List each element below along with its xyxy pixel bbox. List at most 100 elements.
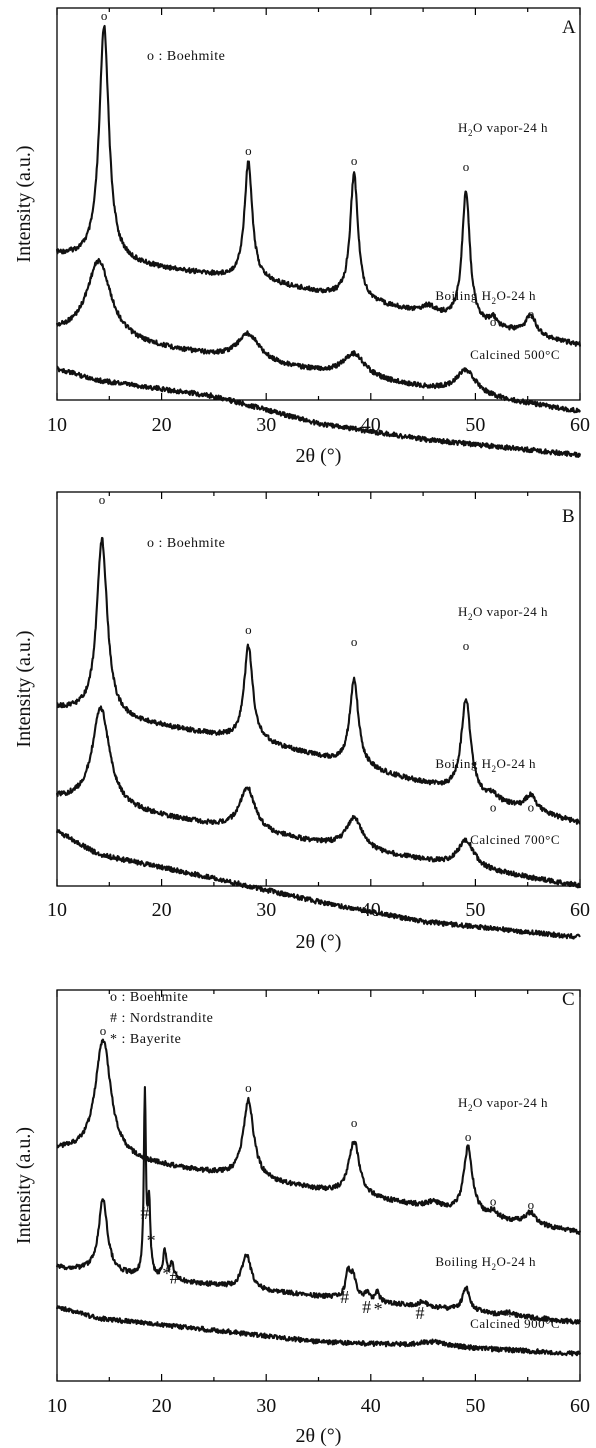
peak-marker: * (162, 1264, 171, 1284)
series-trace-2 (55, 1086, 582, 1325)
series-label-main: Calcined 700°C (470, 832, 560, 847)
series-label-rest: O vapor-24 h (473, 1095, 548, 1110)
peak-marker: * (374, 1299, 383, 1319)
x-tick-label: 60 (570, 1395, 590, 1417)
peak-marker: o (490, 799, 497, 814)
series-trace-1 (55, 24, 582, 347)
legend-entry: o : Boehmite (147, 49, 225, 64)
legend-label: : Boehmite (159, 49, 226, 64)
series-trace-3 (55, 829, 581, 940)
series-label: Boiling H2O-24 h (435, 1254, 536, 1272)
series-label: Calcined 500°C (470, 347, 560, 362)
peak-marker: # (415, 1303, 424, 1323)
peak-marker: o (100, 1023, 107, 1038)
x-axis-title: 2θ (°) (296, 445, 342, 467)
x-tick-label: 30 (256, 899, 276, 921)
x-axis-title: 2θ (°) (296, 1425, 342, 1447)
legend-label: : Bayerite (122, 1032, 182, 1047)
legend-symbol: * (110, 1032, 122, 1047)
series-label: Calcined 900°C (470, 1316, 560, 1331)
legend-entry: * : Bayerite (110, 1032, 181, 1047)
peak-marker: o (490, 314, 497, 329)
peak-marker: o (351, 153, 358, 168)
x-tick-label: 50 (465, 414, 485, 436)
y-axis-title: Intensity (a.u.) (13, 630, 35, 747)
series-label-main: H (458, 604, 468, 619)
x-tick-label: 30 (256, 414, 276, 436)
series-label: Boiling H2O-24 h (435, 288, 536, 306)
x-tick-label: 60 (570, 899, 590, 921)
panel-letter: A (562, 17, 576, 38)
series-trace-3 (56, 365, 582, 458)
plot-frame (56, 7, 581, 401)
peak-marker: o (528, 799, 535, 814)
series-trace-2 (55, 257, 581, 414)
legend-entry: # : Nordstrandite (110, 1011, 213, 1026)
panel-C: 10 20 30 40 50 60 2θ (°) Intensity (a.u.) Co : B… (13, 989, 590, 1447)
x-tick-label: 10 (47, 1395, 67, 1417)
plot-frame (56, 491, 581, 887)
x-tick-label: 30 (256, 1395, 276, 1417)
peak-marker: o (490, 1193, 497, 1208)
panel-letter: B (562, 506, 575, 527)
peak-marker: * (147, 1230, 156, 1250)
series-label-main: Calcined 500°C (470, 347, 560, 362)
x-tick-label: 20 (152, 899, 172, 921)
peak-marker: # (170, 1268, 179, 1288)
peak-marker: o (351, 1115, 358, 1130)
series-label-rest: O-24 h (497, 288, 536, 303)
legend-symbol: o (147, 536, 159, 551)
legend-entry: o : Boehmite (147, 536, 225, 551)
peak-marker: o (463, 638, 470, 653)
peak-marker: o (245, 143, 252, 158)
peak-marker: o (245, 622, 252, 637)
x-tick-label: 20 (152, 1395, 172, 1417)
series-label-subscript: 2 (468, 612, 473, 622)
series-label: H2O vapor-24 h (458, 1095, 548, 1113)
series-label-rest: O vapor-24 h (473, 120, 548, 135)
series-trace-2 (55, 705, 582, 889)
series-trace-1 (56, 536, 581, 825)
series-trace-1 (56, 1038, 582, 1235)
x-tick-label: 60 (570, 414, 590, 436)
peak-marker: # (340, 1287, 349, 1307)
peak-marker: o (351, 634, 358, 649)
legend-symbol: # (110, 1011, 122, 1026)
series-label-subscript: 2 (468, 1103, 473, 1113)
series-label-subscript: 2 (492, 764, 497, 774)
x-tick-label: 10 (47, 414, 67, 436)
peak-marker: o (101, 8, 108, 23)
series-label-main: Boiling H (435, 288, 491, 303)
series-label-rest: O-24 h (497, 1254, 536, 1269)
series-trace-3 (55, 1305, 582, 1357)
series-label-subscript: 2 (492, 1262, 497, 1272)
series-label-subscript: 2 (468, 128, 473, 138)
legend-label: : Boehmite (159, 536, 226, 551)
series-label: H2O vapor-24 h (458, 120, 548, 138)
series-label: H2O vapor-24 h (458, 604, 548, 622)
series-label-rest: O vapor-24 h (473, 604, 548, 619)
peak-marker: * (505, 1307, 514, 1327)
x-tick-label: 50 (465, 1395, 485, 1417)
peak-marker: o (463, 159, 470, 174)
series-label-main: Boiling H (435, 756, 491, 771)
peak-marker: o (528, 1197, 535, 1212)
peak-marker: o (245, 1080, 252, 1095)
x-tick-label: 40 (361, 1395, 381, 1417)
series-label: Calcined 700°C (470, 832, 560, 847)
panel-letter: C (562, 989, 575, 1010)
peak-marker: o (99, 492, 106, 507)
peak-marker: o (465, 1129, 472, 1144)
x-axis-title: 2θ (°) (296, 931, 342, 953)
x-tick-label: 50 (465, 899, 485, 921)
peak-marker: # (362, 1297, 371, 1317)
series-label-subscript: 2 (492, 296, 497, 306)
peak-marker: # (140, 1203, 149, 1223)
legend-label: : Nordstrandite (122, 1011, 214, 1026)
series-label-main: H (458, 1095, 468, 1110)
series-label-main: H (458, 120, 468, 135)
series-label-rest: O-24 h (497, 756, 536, 771)
